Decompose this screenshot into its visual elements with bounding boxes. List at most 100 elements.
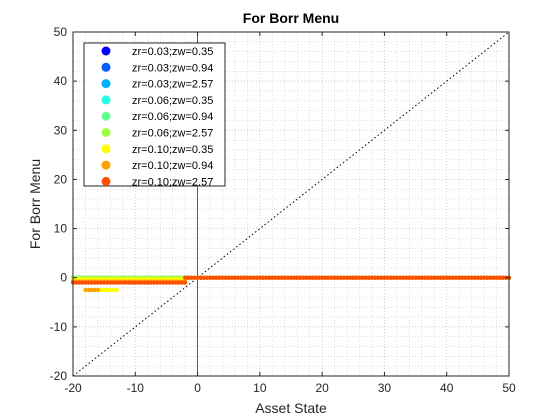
legend-label: zr=0.06;zw=2.57 (132, 128, 213, 140)
data-point (229, 275, 234, 280)
chart-title: For Borr Menu (243, 10, 339, 26)
y-tick-label: 0 (60, 271, 67, 285)
data-point (142, 280, 147, 285)
data-point (310, 275, 315, 280)
legend-marker (101, 95, 111, 105)
data-point (335, 275, 340, 280)
data-point (401, 275, 406, 280)
data-point (441, 275, 446, 280)
data-point (95, 287, 101, 293)
data-point (332, 275, 337, 280)
data-point (453, 275, 459, 280)
data-point (130, 280, 135, 285)
data-point (217, 275, 222, 280)
data-point (344, 275, 350, 280)
data-point (329, 275, 334, 280)
diagonal-45-line (72, 31, 510, 377)
data-point (117, 280, 122, 285)
data-point (98, 280, 104, 285)
legend-marker (101, 79, 111, 89)
legend-label: zr=0.03;zw=0.35 (132, 46, 213, 58)
data-point (391, 275, 396, 280)
data-point (323, 275, 328, 280)
data-point (92, 287, 97, 293)
data-point (460, 275, 465, 280)
data-point (416, 275, 421, 280)
data-point (382, 275, 387, 280)
legend-label: zr=0.03;zw=2.57 (132, 79, 213, 91)
data-point (86, 280, 91, 285)
data-point (183, 275, 188, 280)
data-point (276, 275, 281, 280)
data-point (154, 280, 160, 285)
data-point (438, 275, 443, 280)
data-point (126, 280, 132, 285)
data-point (304, 275, 309, 280)
x-tick-label: 50 (502, 381, 516, 395)
data-point (397, 275, 403, 280)
data-point (95, 280, 101, 285)
x-tick-label: 30 (378, 381, 392, 395)
data-point (491, 275, 496, 280)
data-point (472, 275, 477, 280)
data-point (179, 280, 185, 285)
data-point (114, 287, 119, 293)
data-point (288, 275, 294, 280)
data-point (292, 275, 297, 280)
data-point (123, 280, 129, 285)
data-point (357, 275, 362, 280)
data-point (111, 280, 116, 285)
data-point (444, 275, 449, 280)
data-point (105, 280, 110, 285)
data-point (369, 275, 375, 280)
data-point (348, 275, 353, 280)
data-point (211, 275, 216, 280)
data-point (108, 280, 113, 285)
data-point (86, 287, 91, 293)
data-point (207, 275, 213, 280)
data-point (195, 275, 200, 280)
data-point (326, 275, 331, 280)
data-point (173, 280, 178, 285)
data-point (447, 275, 452, 280)
data-point (410, 275, 415, 280)
data-point (89, 287, 94, 293)
data-point (316, 275, 322, 280)
data-point (198, 275, 203, 280)
legend: zr=0.03;zw=0.35 zr=0.03;zw=0.94 zr=0.03;zw… (83, 42, 226, 188)
data-point (394, 275, 399, 280)
data-point (139, 280, 144, 285)
data-point (239, 275, 244, 280)
y-tick-label: 50 (54, 25, 68, 39)
data-point (74, 280, 79, 285)
legend-marker (101, 111, 111, 121)
data-point (260, 275, 266, 280)
data-point (267, 275, 272, 280)
data-point (92, 280, 97, 285)
data-point (83, 280, 88, 285)
data-point (282, 275, 287, 280)
data-point (235, 275, 241, 280)
y-tick-label: 30 (54, 123, 68, 137)
data-point (481, 275, 487, 280)
plot-frame (72, 31, 510, 377)
data-point (497, 275, 502, 280)
data-point (419, 275, 424, 280)
data-point (270, 275, 275, 280)
data-point (463, 275, 468, 280)
legend-marker (101, 128, 111, 137)
data-point (407, 275, 412, 280)
legend-label: zr=0.10;zw=0.94 (132, 160, 213, 172)
data-point (254, 275, 259, 280)
data-point (338, 275, 343, 280)
axis-ticks (72, 31, 510, 377)
data-point (133, 280, 138, 285)
data-point (204, 275, 210, 280)
data-point (186, 275, 191, 280)
data-point (500, 275, 505, 280)
data-point (341, 275, 347, 280)
data-point (161, 280, 166, 285)
data-point (404, 275, 409, 280)
data-point (176, 280, 181, 285)
